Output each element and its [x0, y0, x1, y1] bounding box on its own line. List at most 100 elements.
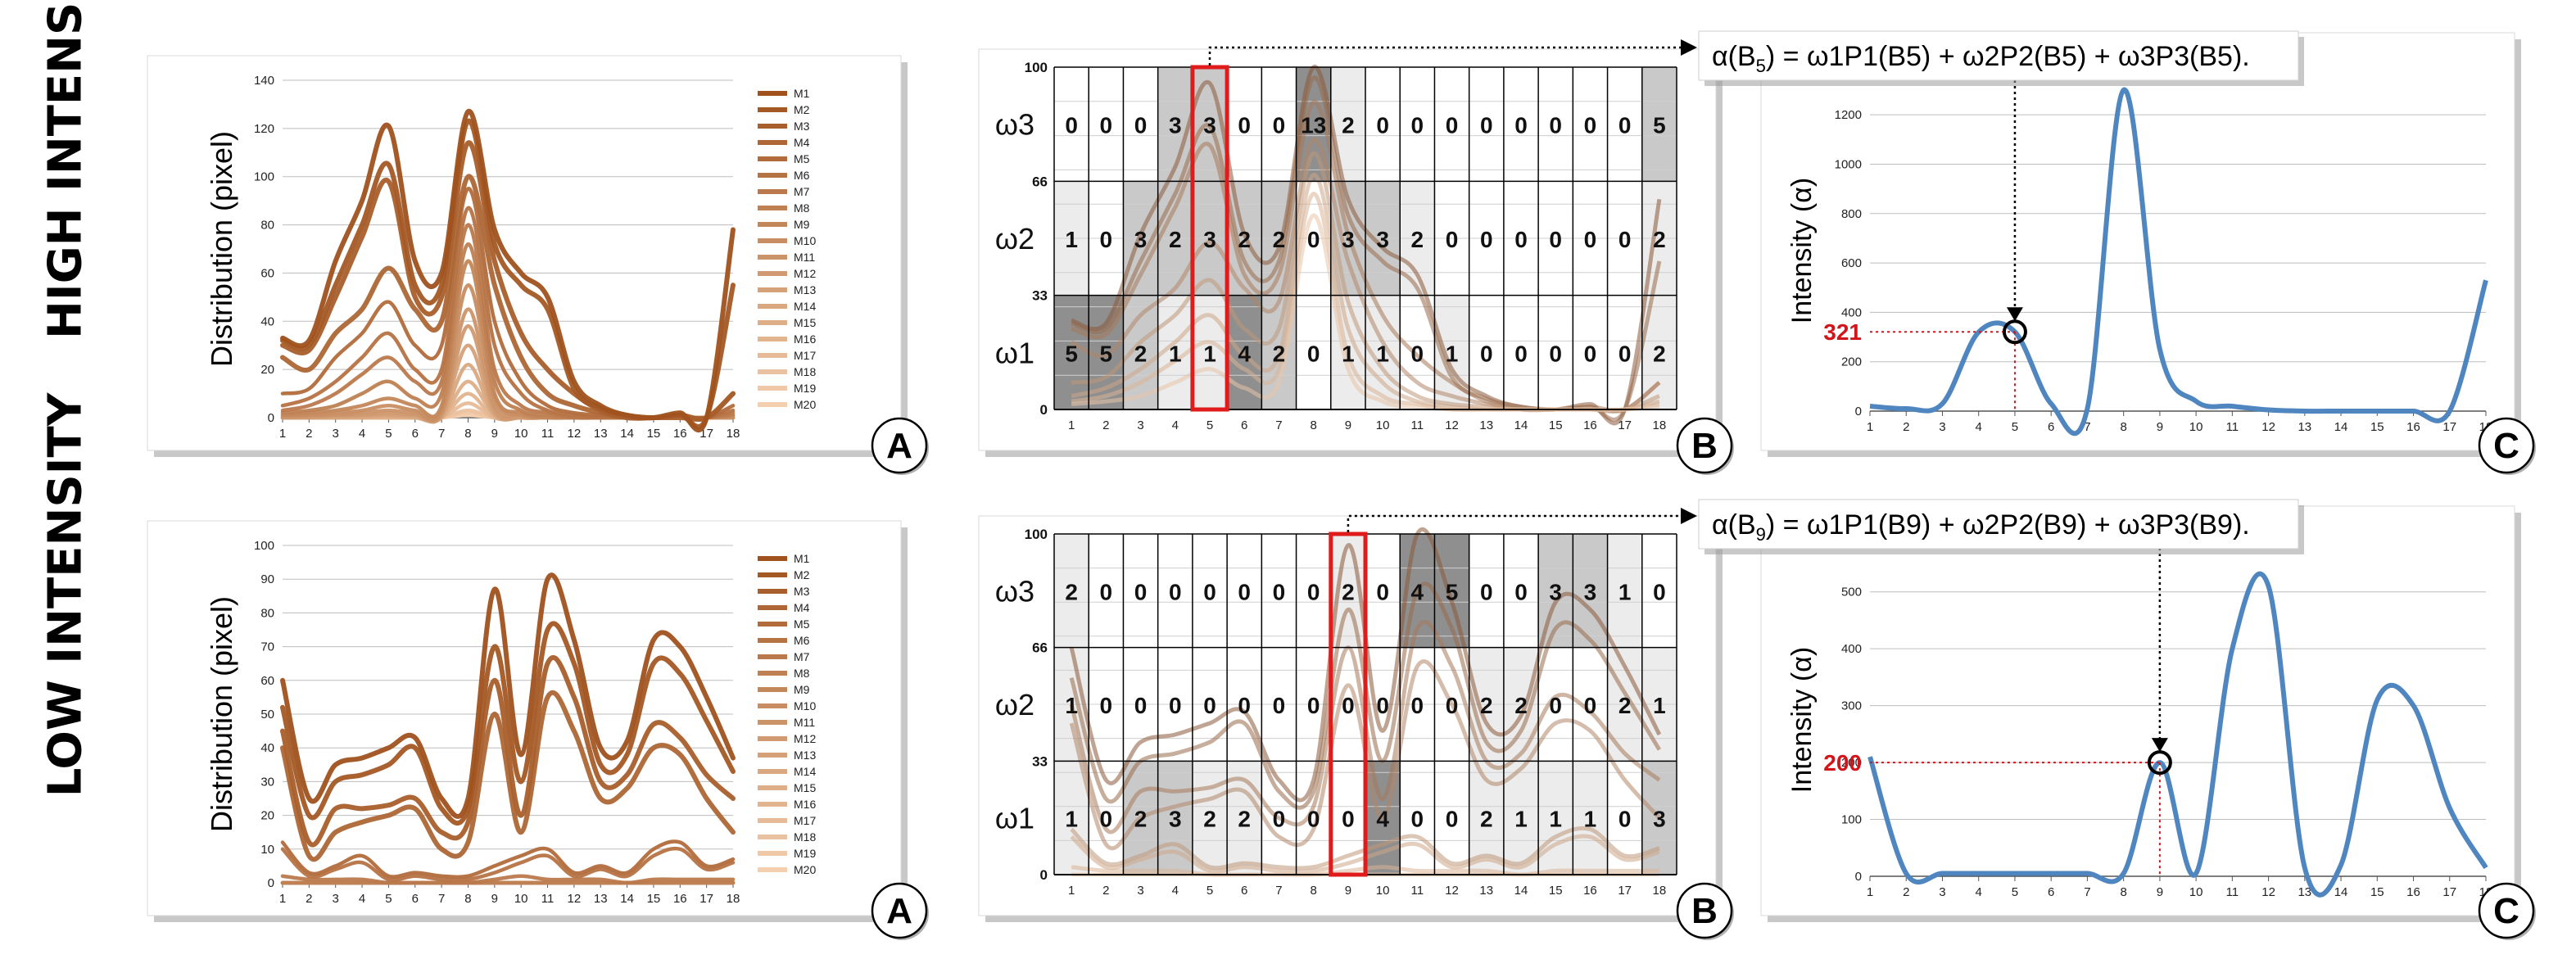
low-a-xtick-label: 16	[673, 892, 687, 906]
low-c-xtick-label: 9	[2157, 885, 2163, 899]
high-b-cell-value: 0	[1307, 341, 1320, 366]
high-a-legend-label: M14	[794, 300, 816, 313]
high-a-legend-label: M9	[794, 218, 810, 231]
high-b-cell-value: 0	[1100, 227, 1113, 252]
high-b-xtick-label: 16	[1583, 418, 1597, 432]
high-b-cell-value: 2	[1411, 227, 1424, 252]
low-b-cell-w3	[1261, 534, 1297, 648]
high-b-xtick-label: 12	[1445, 418, 1459, 432]
high-c-ytick-label: 1000	[1835, 157, 1862, 171]
low-formula: α(B9) = ω1P1(B9) + ω2P2(B9) + ω3P3(B9).	[1698, 499, 2304, 554]
low-c-frame	[1760, 505, 2515, 916]
low-b-ytick-label: 33	[1032, 753, 1048, 769]
high-b-cell-value: 0	[1065, 113, 1078, 138]
low-b-cell-w3	[1503, 534, 1539, 648]
low-b-cell-value: 0	[1238, 579, 1251, 604]
high-b-cell-value: 0	[1273, 113, 1286, 138]
high-b-panel: 0 0 0 3 3 0 0 13 2 0 0 0 0 0 0 0 0 51 0 3 2 3 2 2 0 3 3 2 0 0 0 0 0 0 25 5 2…	[978, 48, 1734, 475]
high-a-xtick-label: 7	[438, 427, 445, 441]
high-b-cell-value: 0	[1584, 341, 1597, 366]
low-b-cell-value: 1	[1584, 807, 1597, 832]
high-b-cell-value: 0	[1514, 341, 1528, 366]
low-b-cell-value: 0	[1446, 807, 1459, 832]
high-b-ytick-label: 66	[1032, 174, 1048, 189]
low-b-cell-value: 0	[1342, 807, 1355, 832]
high-c-annot-label: 321	[1823, 319, 1862, 345]
low-b-cell-value: 0	[1411, 807, 1424, 832]
low-a-ylabel: Distribution (pixel)	[205, 596, 238, 832]
low-c-xtick-label: 10	[2189, 885, 2203, 899]
high-a-xtick-label: 5	[385, 427, 392, 441]
high-a-xtick-label: 4	[359, 427, 365, 441]
low-b-cell-w1	[1054, 761, 1089, 875]
high-b-cell-value: 0	[1446, 113, 1459, 138]
high-a-ytick-label: 100	[254, 170, 274, 184]
high-b-cell-value: 1	[1203, 341, 1216, 366]
low-c-xtick-label: 1	[1867, 885, 1873, 899]
high-c-ytick-label: 0	[1855, 405, 1862, 418]
low-a-legend-label: M12	[794, 732, 816, 745]
low-b-cell-value: 0	[1480, 579, 1493, 604]
high-formula-text: α(B5) = ω1P1(B5) + ω2P2(B5) + ω3P3(B5).	[1712, 41, 2250, 76]
high-c-xtick-label: 13	[2298, 420, 2311, 434]
low-c-xtick-label: 5	[2012, 885, 2018, 899]
low-b-cell-value: 0	[1549, 693, 1562, 718]
low-c-alpha-line	[1867, 571, 2488, 898]
low-c-xtick-label: 2	[1903, 885, 1909, 899]
low-a-legend-label: M19	[794, 847, 816, 860]
low-b-cell-value: 0	[1203, 693, 1216, 718]
low-b-cell-value: 0	[1100, 693, 1113, 718]
low-a-ytick-label: 40	[260, 741, 274, 755]
high-c-xtick-label: 17	[2442, 420, 2456, 434]
low-c-badge-letter: C	[2493, 891, 2519, 931]
low-a-ytick-label: 80	[260, 606, 274, 620]
low-b-cell-w3	[1607, 534, 1642, 648]
low-b-cell-value: 2	[1065, 579, 1078, 604]
low-b-cell-value: 0	[1273, 693, 1286, 718]
high-b-cell-w3	[1434, 67, 1469, 182]
high-b-cell-value: 0	[1307, 227, 1320, 252]
high-b-cell-w3	[1400, 67, 1435, 182]
low-b-ytick-label: 0	[1040, 867, 1048, 883]
low-b-xtick-label: 16	[1583, 884, 1597, 898]
low-a-legend-label: M2	[794, 568, 810, 581]
low-b-cell-w1	[1192, 761, 1228, 875]
high-b-cell-value: 1	[1169, 341, 1182, 366]
low-b-xtick-label: 15	[1549, 884, 1563, 898]
high-b-cell-value: 2	[1342, 113, 1355, 138]
low-a-ytick-label: 20	[260, 809, 274, 823]
high-a-legend-label: M20	[794, 398, 816, 411]
low-b-xtick-label: 2	[1102, 884, 1109, 898]
high-a-xtick-label: 13	[594, 427, 608, 441]
low-b-cell-value: 1	[1549, 807, 1562, 832]
low-b-badge-circle	[1676, 882, 1733, 939]
low-b-highlight-box	[1329, 531, 1368, 877]
high-a-xtick-label: 16	[673, 427, 687, 441]
low-c-ytick-label: 0	[1855, 870, 1862, 884]
high-c-ytick-label: 600	[1841, 256, 1862, 270]
high-a-ytick-label: 0	[268, 411, 274, 425]
high-a-legend-label: M4	[794, 136, 810, 149]
low-a-xtick-label: 12	[568, 892, 582, 906]
high-b-band-label: ω3	[995, 108, 1034, 142]
high-c-frame	[1760, 32, 2515, 451]
high-a-legend-label: M12	[794, 267, 816, 280]
low-b-cell-value: 0	[1307, 693, 1320, 718]
low-b-xtick-label: 4	[1172, 884, 1179, 898]
high-b-badge-circle	[1676, 417, 1733, 474]
high-b-xtick-label: 9	[1345, 418, 1351, 432]
low-a-ytick-label: 30	[260, 775, 274, 789]
low-b-cell-w3	[1192, 534, 1228, 648]
high-b-cell-w1	[1296, 295, 1331, 409]
high-b-cell-value: 2	[1273, 227, 1286, 252]
low-b-cell-w3	[1365, 534, 1401, 648]
high-b-cell-w3	[1054, 67, 1089, 182]
high-c-xtick-label: 10	[2189, 420, 2203, 434]
high-b-cell-value: 0	[1514, 113, 1528, 138]
high-b-cell-value: 1	[1065, 227, 1078, 252]
low-c-xtick-label: 15	[2370, 885, 2384, 899]
high-a-legend-label: M2	[794, 103, 810, 116]
high-a-xtick-label: 6	[412, 427, 419, 441]
high-b-cell-value: 2	[1238, 227, 1251, 252]
low-b-cell-value: 0	[1203, 579, 1216, 604]
